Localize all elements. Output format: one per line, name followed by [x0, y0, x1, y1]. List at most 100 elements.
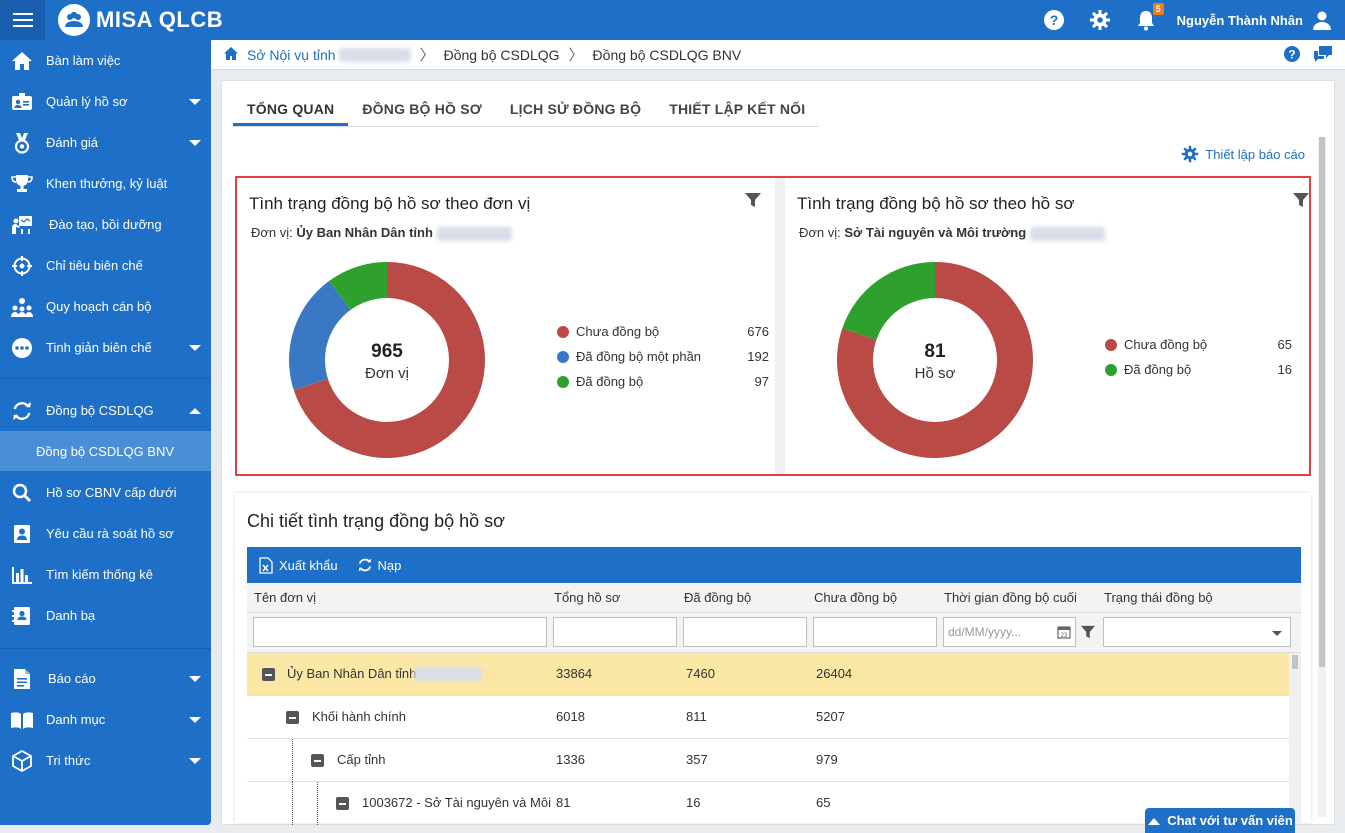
grid-header: Tên đơn vị Tổng hồ sơ Đã đồng bộ Chưa đồ… [247, 583, 1301, 613]
column-header-thoi-gian[interactable]: Thời gian đồng bộ cuối [944, 590, 1077, 605]
sidebar-item-danh-gia[interactable]: Đánh giá [0, 122, 211, 163]
reload-button[interactable]: Nạp [358, 558, 401, 573]
chevron-up-icon [189, 408, 201, 414]
sidebar-item-yeu-cau-ra-soat[interactable]: Yêu cầu rà soát hồ sơ [0, 513, 211, 554]
calendar-icon: 23 [1057, 626, 1071, 639]
sidebar-item-dong-bo-csdlqg[interactable]: Đồng bộ CSDLQG [0, 390, 211, 431]
svg-text:?: ? [1049, 12, 1058, 28]
filter-select-trang-thai[interactable] [1103, 617, 1291, 647]
breadcrumb-item-so-noi-vu[interactable]: Sở Nội vụ tỉnh [247, 46, 336, 63]
sidebar-subitem-dong-bo-csdlqg-bnv[interactable]: Đồng bộ CSDLQG BNV [0, 431, 211, 471]
sidebar-item-danh-ba[interactable]: Danh bạ [0, 595, 211, 636]
column-header-da-dong-bo[interactable]: Đã đồng bộ [684, 590, 752, 605]
report-setting-link[interactable]: Thiết lập báo cáo [1181, 145, 1305, 163]
profile-check-icon [10, 522, 34, 546]
home-icon[interactable] [223, 46, 239, 64]
filter-icon[interactable] [1293, 192, 1309, 211]
breadcrumb-separator-icon: 〉 [419, 47, 435, 64]
legend-value: 97 [754, 374, 769, 389]
table-row[interactable]: 1003672 - Sở Tài nguyên và Môi 81 16 65 [247, 782, 1301, 825]
user-avatar-icon[interactable] [1311, 9, 1333, 31]
sidebar-item-tim-kiem-thong-ke[interactable]: Tìm kiếm thống kê [0, 554, 211, 595]
filter-input-ten-don-vi[interactable] [253, 617, 547, 647]
chart-panel-by-profile: Tình trạng đồng bộ hồ sơ theo hồ sơ Đơn … [785, 178, 1309, 474]
legend-item[interactable]: Chưa đồng bộ 65 [1105, 332, 1292, 357]
chart-total-label: Hồ sơ [915, 365, 956, 382]
notification-badge: 5 [1152, 3, 1164, 15]
collapse-icon[interactable] [336, 797, 349, 810]
tab-dong-bo-ho-so[interactable]: ĐỒNG BỘ HỒ SƠ [362, 101, 482, 117]
sidebar-item-danh-muc[interactable]: Danh mục [0, 699, 211, 740]
tab-bar: TỔNG QUAN ĐỒNG BỘ HỒ SƠ LỊCH SỬ ĐỒNG BỘ … [233, 93, 820, 127]
legend-value: 16 [1277, 362, 1292, 377]
sidebar-item-tri-thuc[interactable]: Tri thức [0, 740, 211, 781]
help-circle-icon[interactable]: ? [1283, 45, 1301, 66]
sidebar-item-dao-tao[interactable]: Đào tạo, bồi dưỡng [0, 204, 211, 245]
help-icon[interactable]: ? [1043, 9, 1065, 31]
chart-title: Tình trạng đồng bộ hồ sơ theo đơn vị [249, 194, 531, 213]
table-row[interactable]: Cấp tỉnh 1336 357 979 [247, 739, 1301, 782]
notification-bell-icon[interactable]: 5 [1135, 3, 1164, 31]
main-scrollbar[interactable] [1318, 137, 1326, 817]
filter-input-date[interactable]: dd/MM/yyyy... 23 [943, 617, 1076, 647]
column-header-ten-don-vi[interactable]: Tên đơn vị [254, 590, 316, 605]
book-icon [10, 708, 34, 732]
filter-input-da-dong-bo[interactable] [683, 617, 807, 647]
breadcrumb-item-dong-bo-csdlqg[interactable]: Đồng bộ CSDLQG [443, 46, 560, 63]
sidebar-item-bao-cao[interactable]: Báo cáo [0, 658, 211, 699]
chart-subtitle: Đơn vị: Ủy Ban Nhân Dân tỉnh [251, 225, 512, 241]
filter-input-chua-dong-bo[interactable] [813, 617, 937, 647]
collapse-icon[interactable] [311, 754, 324, 767]
tab-tong-quan[interactable]: TỔNG QUAN [233, 93, 349, 126]
svg-text:23: 23 [1061, 633, 1068, 639]
chevron-down-icon [189, 345, 201, 351]
chevron-down-icon [189, 758, 201, 764]
hamburger-menu-button[interactable] [0, 0, 45, 40]
table-row[interactable]: Khối hành chính 6018 811 5207 [247, 696, 1301, 739]
collapse-icon[interactable] [262, 668, 275, 681]
teacher-icon [10, 213, 34, 237]
chart-total: 965 [371, 341, 403, 362]
legend-item[interactable]: Đã đồng bộ 97 [557, 369, 769, 394]
sidebar-item-tinh-gian[interactable]: Tinh giản biên chế [0, 327, 211, 368]
sidebar-item-khen-thuong[interactable]: Khen thưởng, kỷ luật [0, 163, 211, 204]
legend-color-dot [557, 350, 569, 363]
sidebar-item-quy-hoach[interactable]: Quy hoạch cán bộ [0, 286, 211, 327]
filter-icon[interactable] [745, 192, 761, 211]
filter-input-tong-ho-so[interactable] [553, 617, 677, 647]
export-button[interactable]: Xuất khẩu [259, 556, 338, 574]
legend-item[interactable]: Chưa đồng bộ 676 [557, 319, 769, 344]
legend-color-dot [557, 325, 569, 338]
chevron-down-icon [189, 99, 201, 105]
refresh-icon [358, 558, 371, 572]
chat-advisor-button[interactable]: Chat với tư vấn viên [1145, 808, 1295, 833]
legend-label: Chưa đồng bộ [576, 324, 660, 339]
legend-item[interactable]: Đã đồng bộ một phần 192 [557, 344, 769, 369]
sidebar-item-ban-lam-viec[interactable]: Bàn làm việc [0, 40, 211, 81]
legend-item[interactable]: Đã đồng bộ 16 [1105, 357, 1292, 382]
chart-total-label: Đơn vị [365, 365, 409, 382]
chevron-down-icon [189, 676, 201, 682]
collapse-icon[interactable] [286, 711, 299, 724]
app-logo[interactable]: MISA QLCB [58, 4, 223, 36]
sidebar-item-quan-ly-ho-so[interactable]: Quản lý hồ sơ [0, 81, 211, 122]
column-header-tong-ho-so[interactable]: Tổng hồ sơ [554, 590, 621, 605]
chart-legend: Chưa đồng bộ 676 Đã đồng bộ một phần 192 Đã … [557, 319, 769, 394]
sidebar-item-ho-so-cbnv[interactable]: Hồ sơ CBNV cấp dưới [0, 472, 211, 513]
date-filter-icon[interactable] [1081, 625, 1095, 642]
grid-scrollbar[interactable] [1289, 653, 1301, 823]
redacted-text [338, 47, 411, 62]
chat-bubbles-icon[interactable] [1313, 45, 1333, 66]
tab-lich-su-dong-bo[interactable]: LỊCH SỬ ĐỒNG BỘ [509, 101, 642, 117]
column-header-trang-thai[interactable]: Trạng thái đồng bộ [1104, 590, 1213, 605]
legend-label: Chưa đồng bộ [1124, 337, 1208, 352]
user-name[interactable]: Nguyễn Thành Nhân [1176, 12, 1303, 28]
logo-icon [58, 4, 90, 36]
sidebar-item-chi-tieu-bien-che[interactable]: Chỉ tiêu biên chế [0, 245, 211, 286]
settings-gear-icon[interactable] [1089, 9, 1111, 31]
table-row[interactable]: Ủy Ban Nhân Dân tỉnh 33864 7460 26404 [247, 653, 1301, 696]
legend-label: Đã đồng bộ [576, 374, 644, 389]
column-header-chua-dong-bo[interactable]: Chưa đồng bộ [814, 590, 898, 605]
tab-thiet-lap-ket-noi[interactable]: THIẾT LẬP KẾT NỐI [669, 101, 806, 117]
bar-chart-icon [10, 563, 34, 587]
